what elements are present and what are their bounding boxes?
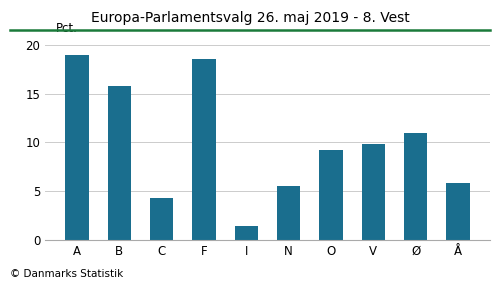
- Bar: [362, 144, 385, 240]
- Bar: [277, 186, 300, 240]
- Bar: [65, 55, 88, 240]
- Bar: [108, 86, 131, 240]
- Bar: [320, 150, 342, 240]
- Bar: [404, 133, 427, 240]
- Text: Pct.: Pct.: [56, 22, 78, 36]
- Text: © Danmarks Statistik: © Danmarks Statistik: [10, 269, 123, 279]
- Text: Europa-Parlamentsvalg 26. maj 2019 - 8. Vest: Europa-Parlamentsvalg 26. maj 2019 - 8. …: [90, 11, 409, 25]
- Bar: [150, 198, 173, 240]
- Bar: [192, 59, 216, 240]
- Bar: [446, 183, 470, 240]
- Bar: [234, 226, 258, 240]
